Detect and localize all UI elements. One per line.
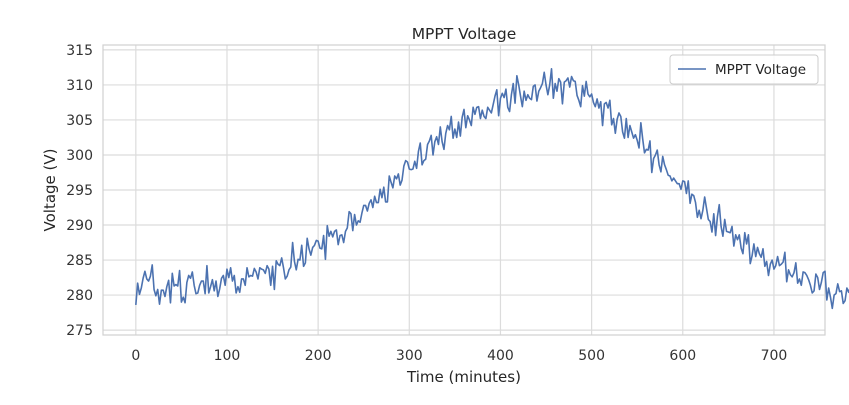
- y-tick-label: 275: [66, 323, 93, 339]
- y-tick-label: 315: [66, 43, 93, 59]
- x-tick-label: 700: [761, 348, 788, 364]
- x-tick-label: 100: [214, 348, 241, 364]
- y-tick-label: 280: [66, 288, 93, 304]
- legend: MPPT Voltage: [669, 54, 819, 85]
- x-tick-label: 400: [487, 348, 514, 364]
- x-tick-label: 300: [396, 348, 423, 364]
- x-tick-label: 0: [131, 348, 140, 364]
- y-ticks: 275 280 285 290 295 300 305 310 315: [66, 43, 93, 339]
- y-axis-label: Voltage (V): [41, 149, 59, 232]
- x-tick-label: 600: [669, 348, 696, 364]
- x-tick-label: 500: [578, 348, 605, 364]
- grid: [103, 45, 825, 335]
- y-tick-label: 290: [66, 218, 93, 234]
- y-tick-label: 295: [66, 183, 93, 199]
- y-tick-label: 305: [66, 113, 93, 129]
- plot-area-frame: [102, 44, 826, 336]
- chart-title: MPPT Voltage: [412, 25, 517, 43]
- x-axis-label: Time (minutes): [406, 368, 521, 386]
- series-line-0: [135, 68, 849, 310]
- legend-box: [669, 54, 819, 85]
- y-tick-label: 310: [66, 78, 93, 94]
- series-layer: [135, 68, 849, 310]
- y-tick-label: 300: [66, 148, 93, 164]
- y-tick-label: 285: [66, 253, 93, 269]
- legend-label: MPPT Voltage: [715, 62, 806, 78]
- x-tick-label: 200: [305, 348, 332, 364]
- x-ticks: 0 100 200 300 400 500 600 700: [131, 348, 787, 364]
